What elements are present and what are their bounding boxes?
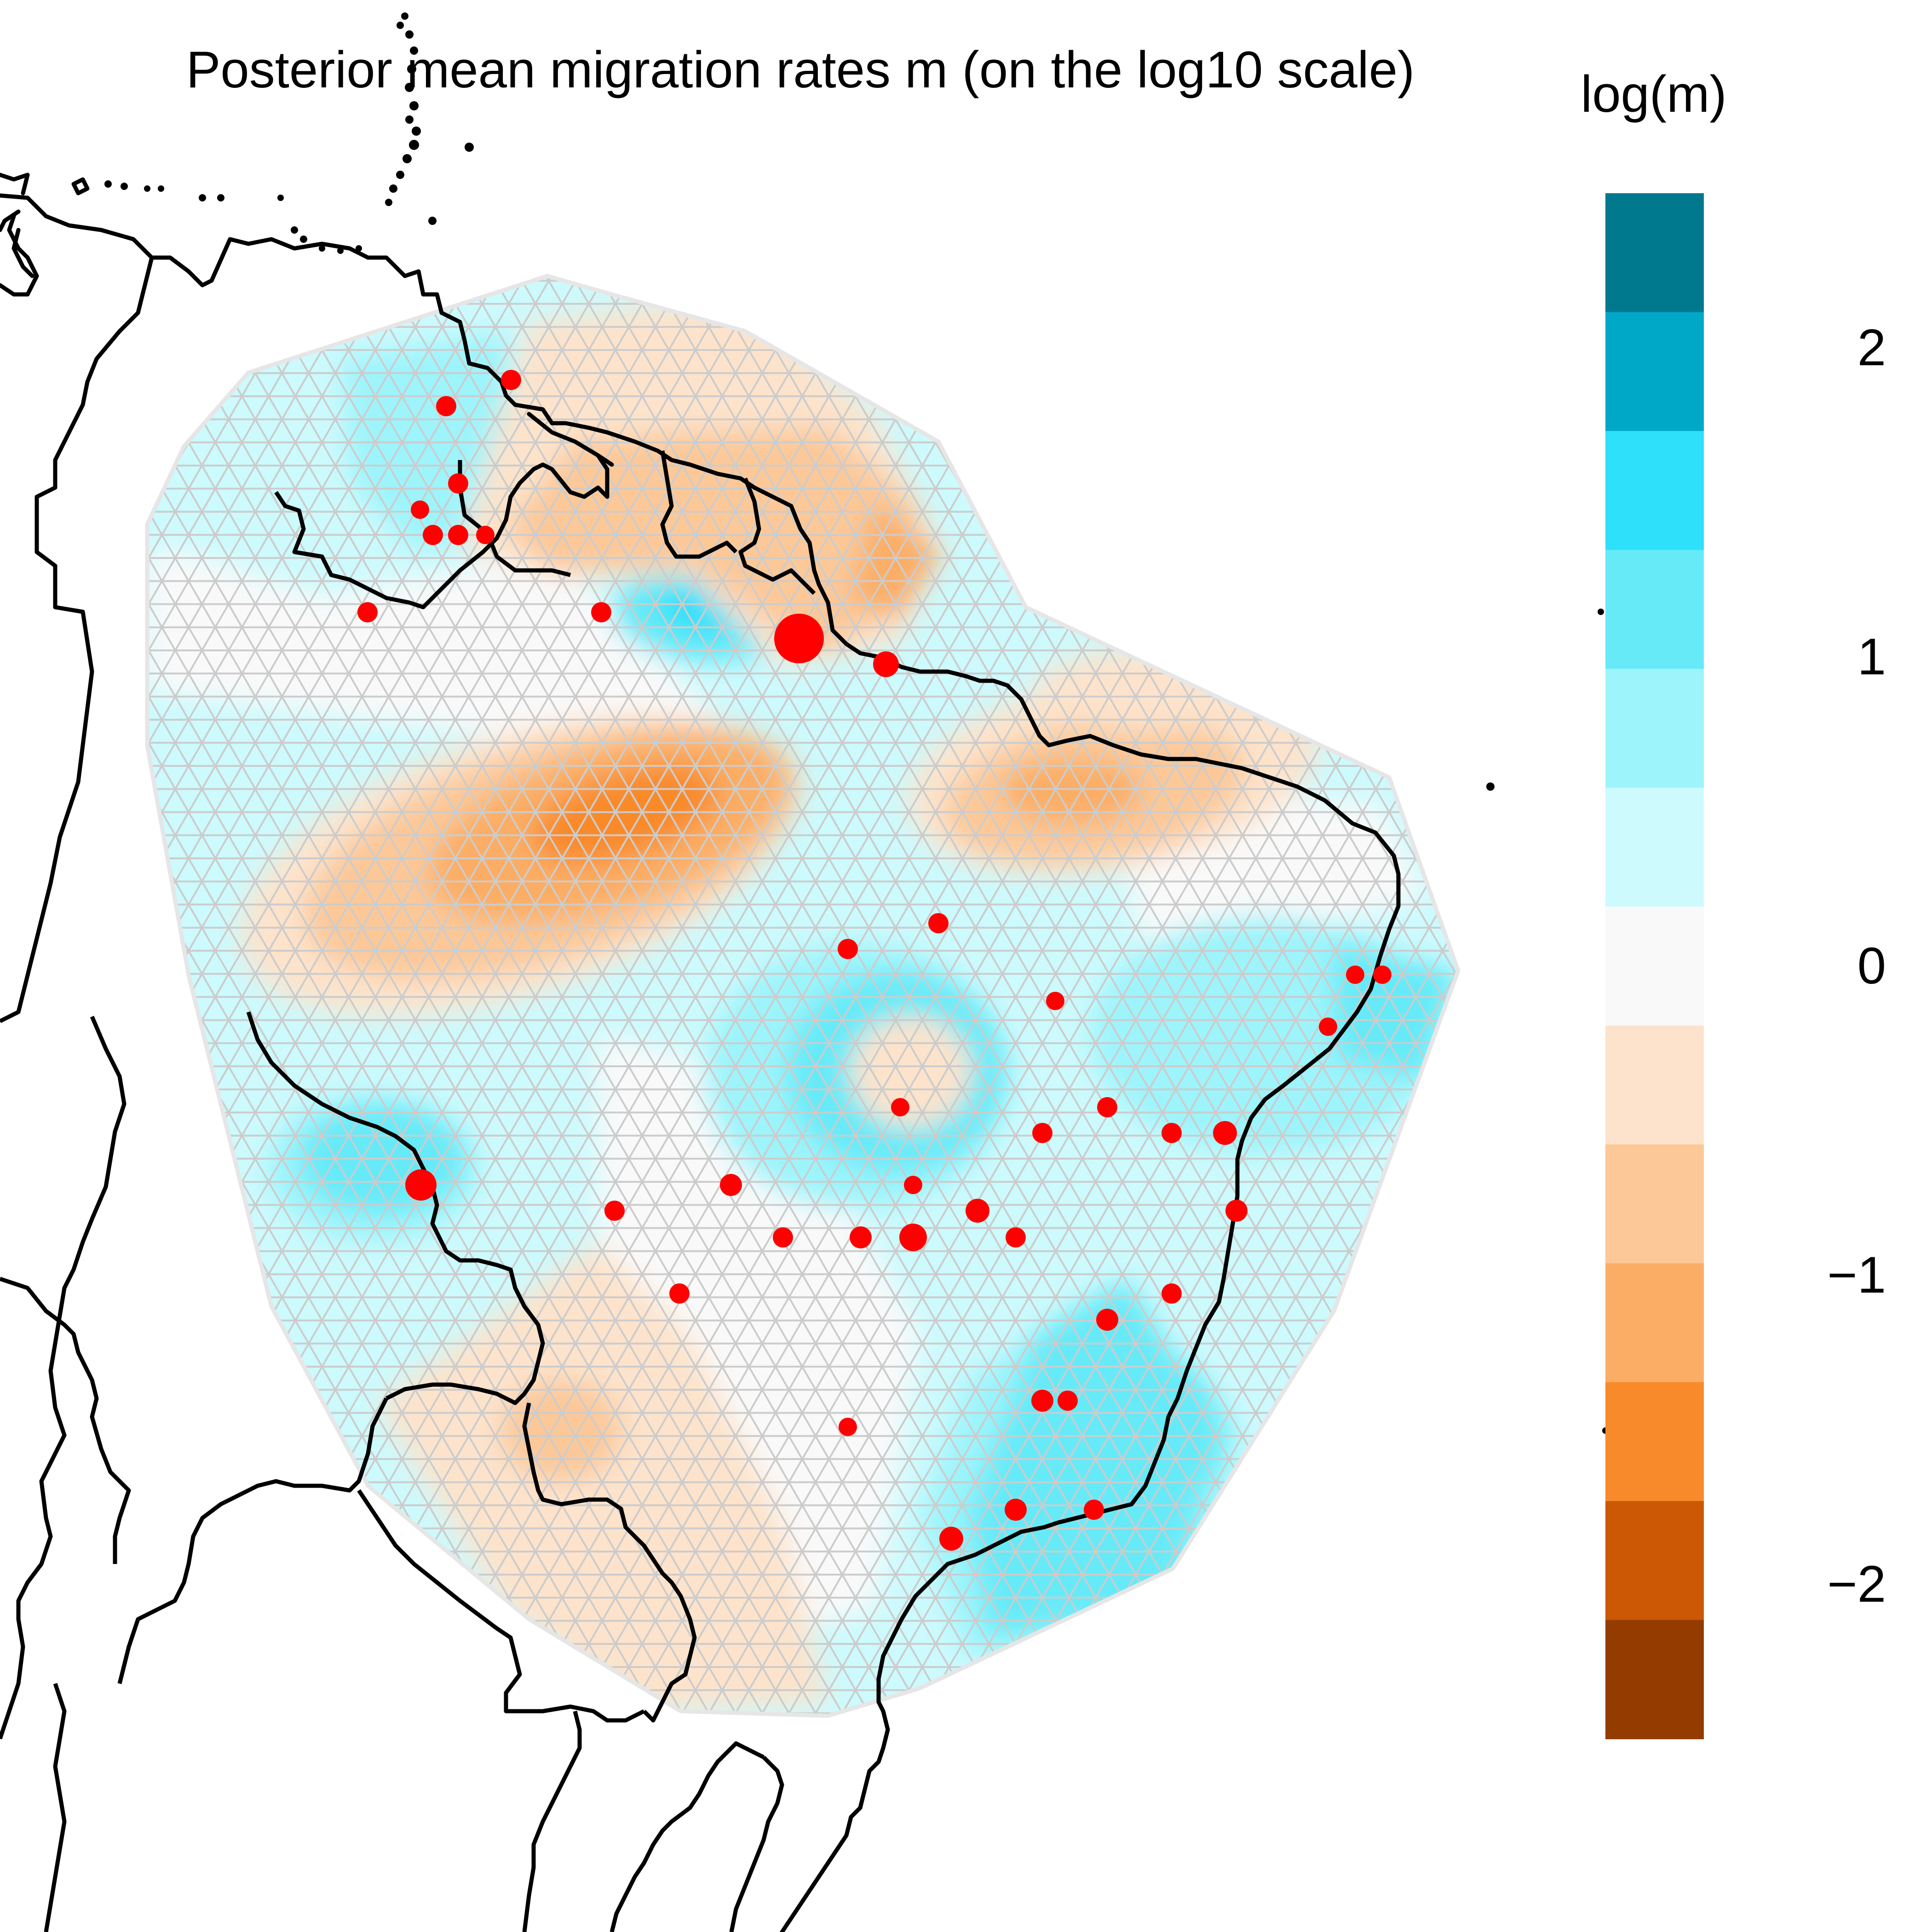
sample-location-point [669,1283,690,1304]
sample-location-point [891,1098,909,1116]
legend-color-segment [1605,431,1704,551]
sample-location-point [405,1169,437,1201]
sample-location-point [448,473,468,494]
sample-location-point [928,913,949,933]
sample-location-point [357,602,378,622]
sample-points [357,370,1392,1551]
legend-color-segment [1605,1382,1704,1502]
coastlines [0,172,1401,1932]
peru-border [0,1016,126,1740]
legend-ticks: 2 1 0 −1 −2 [1827,319,1886,1613]
sample-location-point [1032,1123,1052,1143]
sample-location-point [774,614,824,663]
legend-tick-label: 0 [1857,937,1886,995]
andes-border [0,1276,131,1564]
sample-location-point [1006,1227,1026,1248]
sample-location-point [838,939,858,959]
legend-color-segment [1605,193,1704,313]
sample-location-point [899,1224,927,1251]
legend-color-segment [1605,1144,1704,1264]
sample-location-point [1373,966,1392,984]
legend-tick-label: −2 [1827,1555,1886,1613]
sample-location-point [850,1226,872,1248]
sample-location-point [839,1418,857,1436]
legend-tick-label: 1 [1857,628,1886,685]
country-borders [0,257,816,1932]
legend-color-segment [1605,906,1704,1026]
bolivia-paraguay-border [522,1403,697,1723]
sample-location-point [1213,1121,1237,1145]
sample-location-point [1096,1309,1118,1331]
sample-location-point [939,1527,963,1551]
southern-coast [780,1709,890,1932]
triangular-grid [147,276,1458,1716]
central-america-coast [0,172,39,297]
chile-border [44,1683,67,1932]
sample-location-point [1084,1500,1104,1520]
venezuela-brazil-border [274,454,610,610]
colombia-venezuela-border [0,257,154,1024]
map-title: Posterior mean migration rates m (on the… [186,41,1415,98]
sample-location-point [423,525,443,545]
sample-location-point [966,1199,989,1223]
suriname-border [660,450,738,559]
sample-location-point [1005,1499,1027,1521]
sample-location-point [436,396,456,416]
sample-location-point [1097,1097,1117,1117]
legend-color-segment [1605,1501,1704,1621]
habitat-hull-outline [145,274,1460,1718]
sample-location-point [604,1201,625,1221]
legend-color-bar [1605,193,1704,1739]
sample-location-point [1225,1200,1248,1222]
sample-location-point [1346,966,1364,984]
legend-color-segment [1605,550,1704,669]
argentina-uruguay-border [522,1710,582,1932]
legend-tick-label: 2 [1857,319,1886,376]
guiana-border [738,477,816,595]
sample-location-point [773,1227,793,1248]
sample-location-point [411,500,429,519]
legend-color-segment [1605,312,1704,431]
sample-location-point [501,370,521,390]
legend-color-segment [1605,788,1704,907]
caribbean-coast [0,193,1401,1714]
legend-title: log(m) [1581,65,1726,123]
legend-color-segment [1605,1263,1704,1383]
legend-color-segment [1605,1620,1704,1739]
brazil-west-border [246,1011,545,1405]
legend-color-segment [1605,668,1704,788]
sample-location-point [1031,1390,1053,1412]
sample-location-point [1162,1123,1182,1143]
argentina-border [357,1489,645,1723]
sample-location-point [1058,1391,1078,1411]
legend-color-segment [1605,1025,1704,1145]
legend-tick-label: −1 [1827,1246,1886,1304]
orinoco-delta [527,412,614,467]
sample-location-point [720,1174,742,1196]
legend: log(m) 2 1 0 −1 −2 [1581,65,1886,1739]
uruguay-border [729,1755,784,1932]
paraguay-border [117,1397,389,1685]
sample-location-point [904,1176,922,1194]
sample-location-point [476,526,494,544]
sample-location-point [1319,1018,1337,1036]
sample-location-point [873,651,899,677]
sample-location-point [448,525,468,545]
rio-de-la-plata [610,1741,765,1932]
sample-location-point [1046,992,1064,1010]
caribbean-islands [12,12,1609,1434]
sample-location-point [591,602,611,622]
sample-location-point [1162,1283,1182,1304]
